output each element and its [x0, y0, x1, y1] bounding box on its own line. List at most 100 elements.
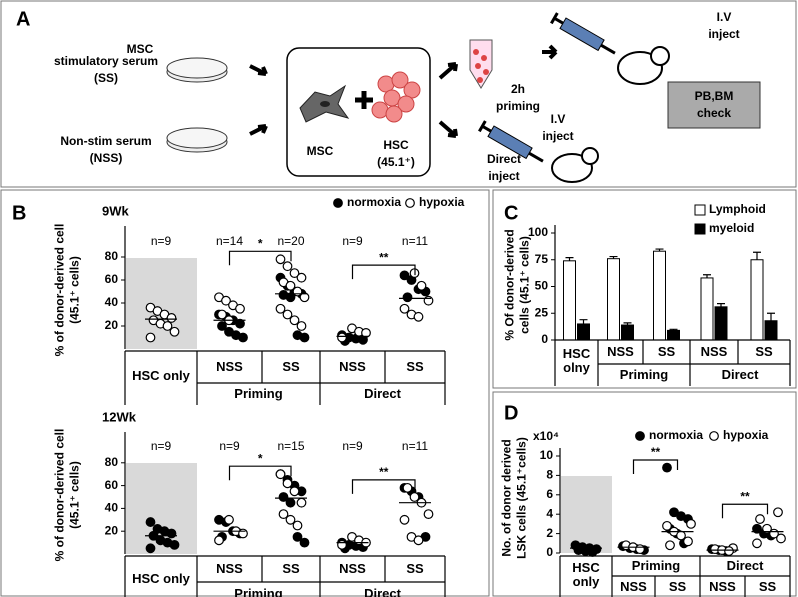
- group-label: Direct: [364, 386, 401, 401]
- group-label: Priming: [631, 558, 681, 573]
- group-label: Direct: [721, 367, 759, 382]
- significance-label: *: [258, 451, 263, 465]
- legend-marker: [333, 198, 343, 208]
- dot: [169, 326, 180, 337]
- dot: [423, 509, 434, 519]
- dot: [217, 321, 227, 331]
- legend-label: hypoxia: [723, 428, 769, 442]
- group-label: Priming: [619, 367, 669, 382]
- check-box: [667, 81, 761, 129]
- panel-frame: [0, 0, 797, 188]
- error-bar: [565, 257, 574, 261]
- dot: [278, 492, 289, 502]
- dot: [166, 528, 177, 539]
- n-label: n=9: [151, 439, 172, 453]
- dot: [285, 497, 296, 508]
- dot: [166, 313, 177, 323]
- dot: [282, 309, 293, 320]
- x-tick-label-box: NSS: [339, 360, 366, 374]
- y-tick-label: 40: [105, 501, 119, 515]
- dot: [214, 535, 224, 546]
- significance-label: **: [379, 465, 389, 479]
- dish: [166, 127, 228, 149]
- bar: [667, 329, 680, 341]
- significance-bracket: [351, 264, 416, 280]
- cell-label: (45.1⁺): [377, 155, 415, 169]
- x-tick-label: HSC only: [132, 570, 190, 586]
- hsc-icon: [371, 71, 421, 123]
- syringe: [478, 120, 544, 163]
- x-tick-label-box: SS: [755, 345, 772, 359]
- legend-marker: [694, 223, 706, 235]
- legend-marker: [635, 431, 645, 441]
- y-axis-label: (45.1⁺ cells): [68, 256, 82, 324]
- legend-label: Lymphoid: [709, 202, 766, 216]
- group-label-box: Direct: [364, 585, 401, 597]
- dot: [296, 272, 307, 283]
- dot: [289, 486, 300, 497]
- y-tick-label: 20: [105, 523, 119, 537]
- dot: [399, 514, 410, 525]
- panel-frame: [492, 391, 797, 597]
- shade: [126, 258, 197, 349]
- bar: [653, 250, 666, 341]
- error-bar: [767, 312, 775, 321]
- significance-label: *: [258, 236, 263, 250]
- dot: [635, 544, 645, 555]
- y-axis-label: % of donor-derived cell: [53, 224, 67, 357]
- x-tick-label: SS: [758, 578, 777, 594]
- group-label: Direct: [364, 585, 401, 597]
- error-bar: [655, 248, 664, 252]
- bar: [750, 259, 764, 341]
- diagram: MSC stimulatory serum (SS) Non-stim seru…: [54, 10, 761, 183]
- n-label: n=20: [277, 234, 304, 248]
- shade: [561, 476, 612, 553]
- dot: [683, 536, 693, 547]
- dot: [361, 328, 371, 338]
- x-tick-label-box: SS: [758, 578, 777, 594]
- dot: [278, 509, 289, 519]
- dot: [752, 523, 762, 534]
- step-label: priming: [496, 99, 540, 113]
- y-tick-label: 0: [546, 545, 553, 559]
- bar: [714, 306, 728, 341]
- dot: [402, 482, 413, 493]
- dot: [238, 528, 248, 539]
- group-label-box: Direct: [727, 559, 764, 573]
- msc-nucleus: [320, 101, 330, 107]
- group-label-box: Priming: [234, 387, 282, 401]
- dot: [275, 469, 286, 480]
- arrow: [438, 62, 458, 80]
- x-tick-label-box: HSC only: [132, 369, 190, 383]
- dot: [238, 332, 248, 343]
- error-bar: [623, 322, 632, 326]
- dot: [662, 520, 672, 531]
- dot: [296, 497, 307, 508]
- significance-bracket: [721, 503, 769, 519]
- dot: [296, 321, 307, 331]
- error-bar: [717, 303, 725, 307]
- mouse: [551, 147, 599, 183]
- x-tick-label: NSS: [607, 344, 634, 359]
- n-label: n=11: [402, 439, 428, 453]
- arrow: [438, 120, 458, 138]
- group-label-box: Direct: [364, 386, 401, 401]
- mouse: [617, 46, 670, 85]
- panel-frame: [492, 189, 797, 389]
- arrow: [249, 124, 268, 136]
- tube-cells: [473, 49, 489, 83]
- panel-label: B: [12, 202, 26, 224]
- x-tick-label: NSS: [339, 561, 366, 576]
- bar: [607, 258, 620, 341]
- dot: [145, 332, 156, 343]
- check-label: check: [697, 106, 731, 120]
- significance-label: **: [379, 250, 389, 264]
- dot: [416, 280, 427, 291]
- x-tick-label: NSS: [700, 344, 728, 359]
- step-label: I.V: [551, 112, 566, 126]
- serum-label: stimulatory serum: [54, 54, 158, 68]
- significance-bracket: [228, 250, 292, 266]
- error-bar: [579, 319, 588, 324]
- dish-label: MSC: [127, 42, 154, 56]
